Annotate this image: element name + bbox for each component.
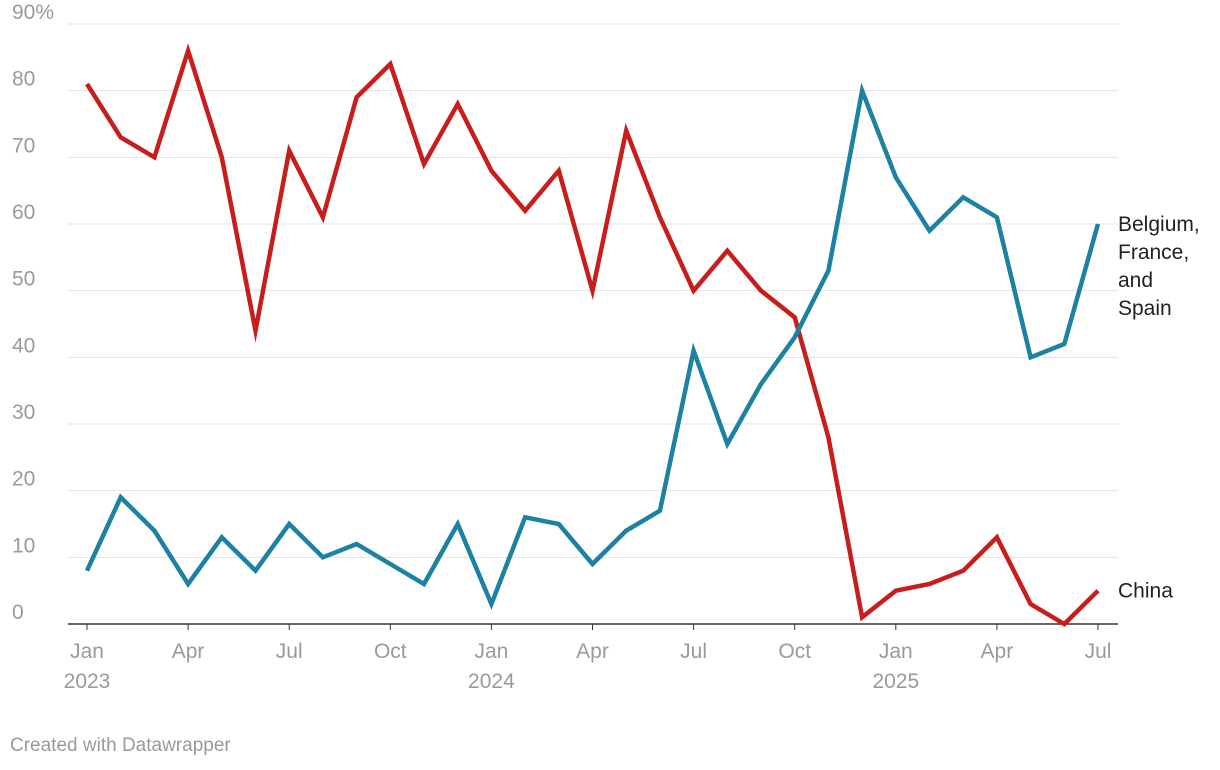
x-tick-label-year: 2024: [468, 670, 515, 693]
x-tick-label-month: Apr: [172, 640, 205, 663]
x-tick-label-month: Oct: [778, 640, 811, 663]
y-tick-label: 10: [12, 534, 35, 557]
y-axis: 0 10 20 30 40 50 60 70 80 90%: [12, 1, 54, 624]
series-labels: China Belgium, France, and Spain: [1118, 213, 1200, 603]
x-tick-label-month: Jul: [680, 640, 707, 663]
x-tick-label-year: 2023: [64, 670, 111, 693]
series-label-line: and: [1118, 269, 1153, 292]
series-label-line: China: [1118, 580, 1173, 603]
y-tick-label: 20: [12, 468, 35, 491]
credit-text: Created with Datawrapper: [10, 735, 231, 756]
series-label-line: Belgium,: [1118, 213, 1200, 236]
y-tick-label: 90%: [12, 1, 54, 24]
x-tick-label-month: Oct: [374, 640, 407, 663]
series-label-line: Spain: [1118, 297, 1172, 320]
x-tick-label-year: 2025: [872, 670, 919, 693]
y-tick-label: 0: [12, 601, 24, 624]
series-lines: [84, 43, 1101, 627]
series-label: China: [1118, 580, 1173, 603]
series-line-china: [85, 43, 1100, 627]
y-tick-label: 60: [12, 201, 35, 224]
y-tick-label: 50: [12, 268, 35, 291]
x-tick-label-month: Apr: [981, 640, 1014, 663]
y-tick-label: 80: [12, 68, 35, 91]
x-axis: Jan 2023 Apr Jul Oct Jan 2024 Apr Jul Oct Jan 2025 A…: [64, 623, 1118, 693]
y-tick-label: 40: [12, 334, 35, 357]
y-tick-label: 30: [12, 401, 35, 424]
x-tick-label-month: Jan: [70, 640, 104, 663]
y-tick-label: 70: [12, 134, 35, 157]
x-tick-label-month: Jul: [276, 640, 303, 663]
series-line-belgium-france-spain: [84, 82, 1101, 610]
series-label: Belgium, France, and Spain: [1118, 213, 1200, 320]
x-tick-label-month: Jul: [1085, 640, 1112, 663]
x-tick-label-month: Jan: [474, 640, 508, 663]
x-tick-label-month: Apr: [576, 640, 609, 663]
x-tick-label-month: Jan: [879, 640, 913, 663]
series-label-line: France,: [1118, 241, 1189, 264]
